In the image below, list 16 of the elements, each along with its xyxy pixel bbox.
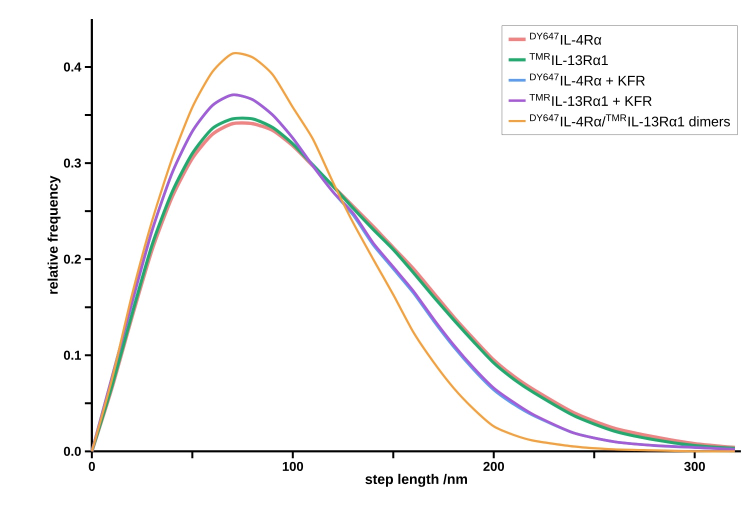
legend-label: $^{TMR}$IL-13Rα1 <box>530 53 608 66</box>
legend-label: $^{TMR}$IL-13Rα1 + KFR <box>530 94 652 106</box>
legend-label: $^{DY647}$IL-4Rα + KFR <box>530 73 645 86</box>
x-tick-label: 300 <box>684 462 705 471</box>
x-tick-label: 200 <box>483 462 504 471</box>
y-tick-label: 0.3 <box>64 158 81 168</box>
y-tick-label: 0.4 <box>64 62 82 72</box>
legend-label: $^{DY647}$IL-4Rα <box>530 32 602 45</box>
y-axis-title: relative frequency <box>48 176 61 294</box>
x-tick-label: 100 <box>282 462 304 471</box>
legend-label: $^{DY647}$IL-4Rα/$^{TMR}$IL-13Rα1 dimers <box>530 114 730 126</box>
x-axis-title: step length /nm <box>365 474 467 487</box>
y-tick-label: 0.1 <box>64 350 82 360</box>
y-tick-label: 0.2 <box>64 254 81 264</box>
x-tick-label: 0 <box>88 462 95 471</box>
y-tick-label: 0.0 <box>64 446 81 456</box>
